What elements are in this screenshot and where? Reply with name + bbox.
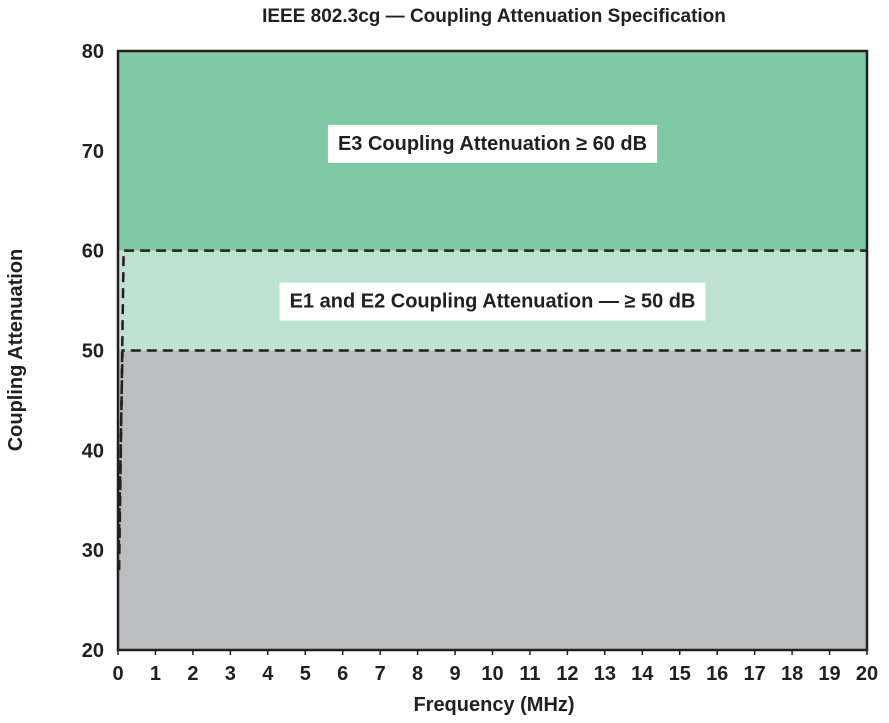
x-tick-label: 7 [375, 663, 386, 685]
x-tick-label: 13 [594, 663, 616, 685]
x-tick-label: 20 [856, 663, 878, 685]
x-tick-label: 5 [300, 663, 311, 685]
y-tick-label: 60 [82, 241, 104, 263]
region-label-text: E3 Coupling Attenuation ≥ 60 dB [338, 133, 647, 155]
y-tick-label: 40 [82, 440, 104, 462]
x-tick-label: 15 [669, 663, 691, 685]
region-label-text: E1 and E2 Coupling Attenuation — ≥ 50 dB [290, 291, 696, 313]
y-tick-label: 80 [82, 41, 104, 63]
x-tick-label: 18 [781, 663, 803, 685]
region-label-1: E1 and E2 Coupling Attenuation — ≥ 50 dB [279, 282, 706, 321]
x-tick-label: 11 [519, 663, 540, 685]
x-tick-label: 8 [412, 663, 423, 685]
x-tick-label: 3 [225, 663, 236, 685]
y-tick-label: 20 [82, 640, 104, 662]
region-below [118, 350, 867, 650]
x-tick-label: 17 [744, 663, 766, 685]
y-tick-label: 50 [82, 341, 104, 363]
x-tick-label: 10 [481, 663, 503, 685]
x-tick-label: 12 [556, 663, 578, 685]
x-tick-label: 6 [337, 663, 348, 685]
label-box [279, 282, 706, 321]
x-tick-label: 16 [706, 663, 728, 685]
x-tick-label: 14 [631, 663, 654, 685]
x-tick-label: 19 [818, 663, 840, 685]
region-label-0: E3 Coupling Attenuation ≥ 60 dB [327, 124, 658, 163]
label-box [327, 124, 658, 163]
x-tick-label: 2 [187, 663, 198, 685]
x-tick-label: 0 [112, 663, 123, 685]
chart-title: IEEE 802.3cg — Coupling Attenuation Spec… [262, 6, 726, 27]
limit-line-1 [117, 349, 867, 551]
x-tick-label: 4 [262, 663, 274, 685]
x-tick-label: 9 [449, 663, 460, 685]
x-axis-label: Frequency (MHz) [413, 694, 574, 716]
x-tick-label: 1 [150, 663, 161, 685]
y-tick-label: 30 [82, 540, 104, 562]
y-tick-label: 70 [82, 141, 104, 163]
y-axis-label: Coupling Attenuation [5, 249, 27, 452]
